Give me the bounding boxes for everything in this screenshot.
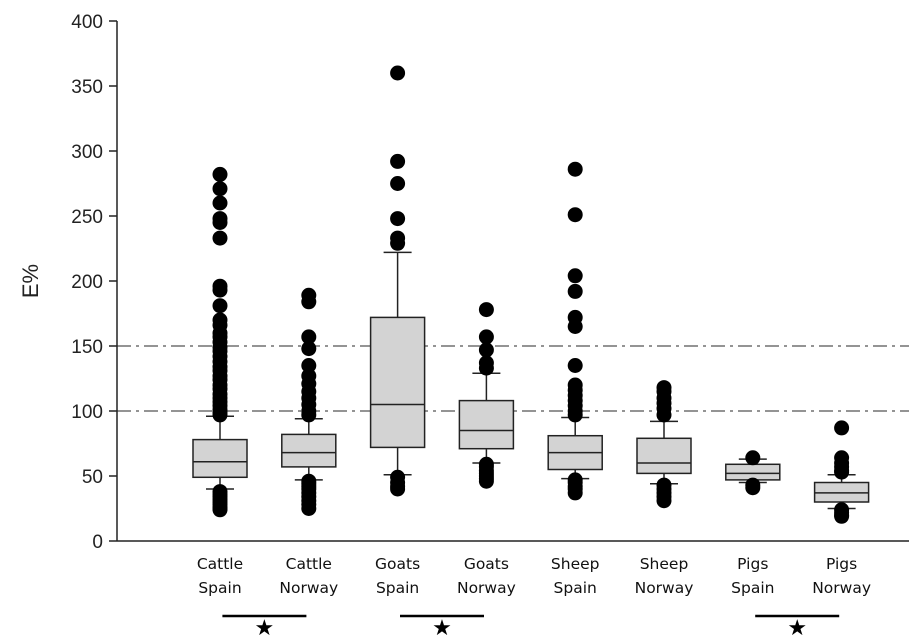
x-category-label-line1: Cattle xyxy=(286,555,332,573)
outlier-point xyxy=(212,215,228,230)
outlier-point xyxy=(301,341,317,357)
box-group xyxy=(458,302,515,489)
significance-star: ★ xyxy=(255,616,275,635)
x-category-label-line1: Sheep xyxy=(640,555,689,573)
x-category-label-line2: Norway xyxy=(635,579,694,597)
box-group xyxy=(725,450,781,496)
outlier-point xyxy=(567,358,583,373)
outlier-point xyxy=(301,358,317,373)
outlier-point xyxy=(212,502,228,518)
x-category-label-line2: Spain xyxy=(376,579,419,597)
outlier-point xyxy=(390,176,406,191)
outlier-point xyxy=(567,161,583,177)
outlier-point xyxy=(390,235,406,251)
box-iqr xyxy=(458,399,515,450)
significance-star: ★ xyxy=(787,616,807,635)
outlier-point xyxy=(212,230,228,246)
x-category-label-line1: Goats xyxy=(375,555,420,573)
box-group xyxy=(281,287,337,516)
outlier-point xyxy=(212,195,228,211)
y-axis-title: E% xyxy=(18,264,43,298)
outlier-point xyxy=(390,65,406,81)
y-tick-label: 50 xyxy=(82,467,103,488)
box-group xyxy=(636,380,692,509)
outlier-point xyxy=(478,302,494,318)
outlier-point xyxy=(301,329,317,345)
outlier-point xyxy=(301,501,317,516)
box-iqr xyxy=(636,437,692,475)
box-group xyxy=(813,420,870,524)
outlier-point xyxy=(567,485,583,501)
box-iqr xyxy=(192,438,248,479)
x-category-label-line1: Pigs xyxy=(737,555,768,573)
y-tick-label: 0 xyxy=(92,532,103,553)
x-category-label-line2: Norway xyxy=(812,579,871,597)
x-category-label-line2: Spain xyxy=(554,579,597,597)
outlier-point xyxy=(656,493,672,509)
outlier-point xyxy=(390,153,406,169)
outlier-point xyxy=(212,282,228,298)
outlier-point xyxy=(745,480,761,496)
x-category-label-line2: Spain xyxy=(198,579,241,597)
outlier-point xyxy=(567,407,583,423)
outlier-point xyxy=(390,211,406,227)
reference-lines xyxy=(117,345,909,412)
outlier-point xyxy=(567,283,583,299)
y-tick-label: 350 xyxy=(71,77,103,98)
outlier-point xyxy=(478,473,494,489)
box-series xyxy=(192,65,870,524)
x-category-labels: Cattle Spain Cattle Norway Goats Spain Goats No… xyxy=(197,555,871,597)
outlier-point xyxy=(301,407,317,423)
outlier-point xyxy=(567,207,583,223)
outlier-point xyxy=(567,319,583,334)
x-category-label-line1: Pigs xyxy=(826,555,857,573)
x-category-label-line1: Sheep xyxy=(551,555,600,573)
outlier-point xyxy=(834,420,850,436)
box-group xyxy=(369,65,426,497)
outlier-point xyxy=(478,329,494,345)
outlier-point xyxy=(834,464,850,480)
x-category-label-line2: Norway xyxy=(457,579,516,597)
outlier-point xyxy=(834,508,850,524)
outlier-point xyxy=(478,360,494,376)
y-tick-label: 250 xyxy=(71,207,103,228)
x-category-label-line1: Goats xyxy=(464,555,509,573)
y-ticks: 0 50 100 150 200 250 300 350 400 xyxy=(71,12,117,553)
x-category-label-line2: Spain xyxy=(731,579,774,597)
box-group xyxy=(192,166,248,518)
outlier-point xyxy=(212,298,228,314)
significance-markers: ★ ★ ★ xyxy=(222,614,840,635)
outlier-point xyxy=(567,268,583,284)
y-tick-label: 400 xyxy=(71,12,103,33)
outlier-point xyxy=(656,407,672,423)
x-category-label-line1: Cattle xyxy=(197,555,243,573)
outlier-point xyxy=(212,181,228,197)
y-tick-label: 200 xyxy=(71,272,103,293)
outlier-point xyxy=(212,407,228,423)
outlier-point xyxy=(478,342,494,358)
y-tick-label: 300 xyxy=(71,142,103,163)
box-iqr xyxy=(725,463,781,481)
box-iqr xyxy=(369,316,426,449)
y-tick-label: 100 xyxy=(71,402,103,423)
y-tick-label: 150 xyxy=(71,337,103,358)
box-iqr xyxy=(281,433,337,468)
outlier-point xyxy=(301,294,317,310)
outlier-point xyxy=(212,166,228,182)
significance-star: ★ xyxy=(432,616,452,635)
x-category-label-line2: Norway xyxy=(279,579,338,597)
outlier-point xyxy=(745,450,761,466)
outlier-point xyxy=(390,481,406,497)
box-group xyxy=(547,161,603,501)
